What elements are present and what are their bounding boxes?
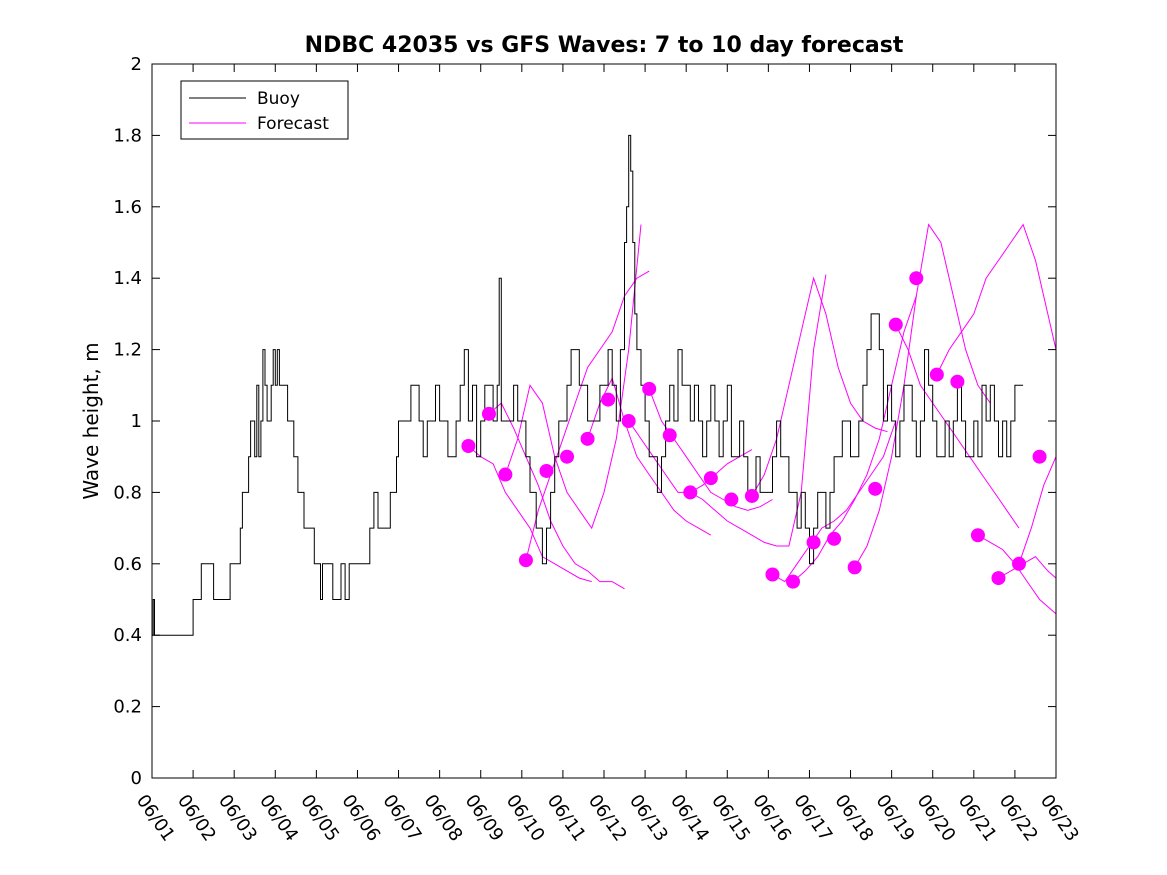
- y-tick-label: 1: [131, 411, 142, 432]
- forecast-line-15: [977, 534, 1057, 615]
- y-tick-label: 0: [131, 768, 142, 789]
- forecast-marker: [950, 374, 965, 389]
- legend: Buoy Forecast: [180, 80, 349, 140]
- forecast-marker: [1032, 449, 1047, 464]
- forecast-line-16: [998, 556, 1057, 579]
- forecast-marker: [621, 414, 636, 428]
- forecast-line-10: [772, 420, 897, 583]
- forecast-marker: [560, 449, 575, 464]
- forecast-marker: [868, 481, 883, 496]
- forecast-marker: [806, 535, 821, 550]
- forecast-line-3: [504, 224, 642, 530]
- y-tick-label: 1.6: [113, 197, 142, 218]
- forecast-marker: [909, 271, 924, 286]
- forecast-marker: [765, 567, 780, 582]
- forecast-marker: [786, 574, 801, 589]
- forecast-line-17: [1018, 456, 1057, 564]
- forecast-marker: [518, 553, 533, 568]
- forecast-line-12: [854, 223, 991, 568]
- y-tick-label: 0.8: [113, 482, 142, 503]
- forecast-line-13: [895, 324, 1020, 529]
- y-tick-label: 1.4: [113, 268, 142, 289]
- forecast-marker: [662, 428, 677, 443]
- forecast-marker: [929, 367, 944, 382]
- buoy-line: [152, 134, 1024, 636]
- forecast-marker: [724, 492, 739, 507]
- forecast-marker: [888, 317, 903, 332]
- y-axis-label: Wave height, m: [79, 342, 103, 499]
- forecast-marker: [1012, 556, 1027, 571]
- forecast-marker: [601, 392, 616, 407]
- forecast-marker: [970, 528, 985, 543]
- forecast-marker: [847, 560, 862, 575]
- y-tick-label: 1.8: [113, 125, 142, 146]
- forecast-line-2: [488, 402, 625, 590]
- forecast-markers: [461, 271, 1047, 589]
- forecast-marker: [498, 467, 513, 482]
- y-tick-label: 1.2: [113, 340, 142, 361]
- chart-title: NDBC 42035 vs GFS Waves: 7 to 10 day for…: [305, 33, 904, 58]
- forecast-marker: [683, 485, 698, 500]
- plot-area: [152, 134, 1057, 636]
- forecast-line-5: [587, 376, 712, 536]
- forecast-marker: [539, 463, 554, 478]
- forecast-series: [468, 223, 1057, 615]
- forecast-line-1: [468, 445, 592, 583]
- forecast-line-9: [751, 276, 888, 497]
- buoy-series: [152, 134, 1024, 636]
- y-tick-label: 0.2: [113, 697, 142, 718]
- forecast-line-14: [936, 223, 1057, 375]
- forecast-marker: [481, 406, 496, 421]
- y-tick-label: 0.6: [113, 554, 142, 575]
- forecast-marker: [703, 471, 718, 486]
- legend-label-buoy: Buoy: [257, 89, 300, 109]
- y-tick-label: 2: [131, 54, 142, 75]
- forecast-line-4: [525, 270, 650, 561]
- forecast-marker: [991, 571, 1006, 586]
- forecast-marker: [642, 381, 657, 396]
- legend-label-forecast: Forecast: [257, 114, 329, 134]
- forecast-marker: [827, 531, 842, 546]
- forecast-marker: [461, 438, 476, 453]
- forecast-marker: [580, 431, 595, 446]
- forecast-line-8: [690, 274, 827, 547]
- y-axis: 0 0.2 0.4 0.6 0.8 1 1.2 1.4 1.6 1.8 2: [113, 54, 1056, 789]
- y-tick-label: 0.4: [113, 625, 142, 646]
- legend-box: [180, 80, 349, 140]
- forecast-marker: [744, 488, 759, 503]
